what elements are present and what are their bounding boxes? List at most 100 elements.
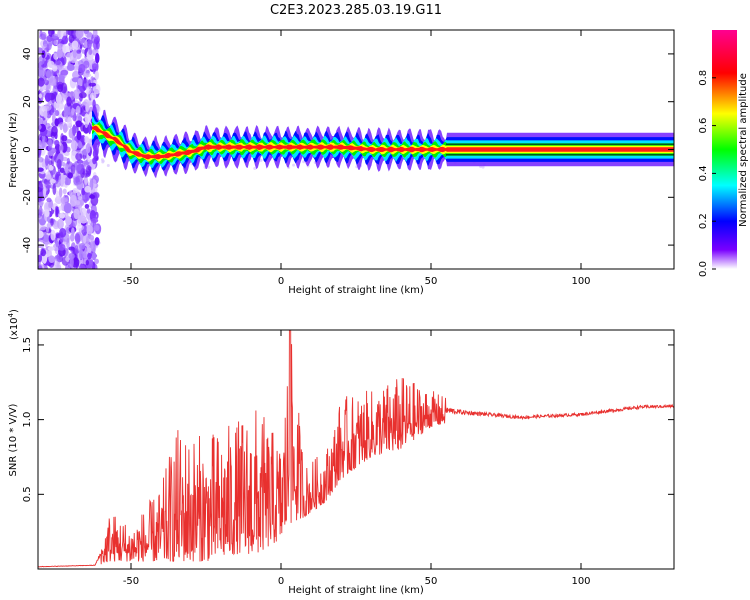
snr-panel: -50 0 50 100 0.5 1.0 1.5 Height of straight l… (7, 309, 675, 596)
hot-spot (149, 155, 157, 159)
noise-blob (71, 40, 79, 49)
snr-y-ticks: 0.5 1.0 1.5 (22, 337, 674, 502)
noise-blob (59, 228, 67, 238)
noise-blob (76, 224, 84, 231)
noise-blob (79, 199, 84, 206)
noise-blob (68, 34, 75, 44)
noise-blob (85, 103, 90, 113)
noise-blob (51, 155, 55, 167)
faint-blob (259, 158, 263, 162)
noise-blob (88, 122, 92, 135)
colorbar-tick-label: 0.6 (698, 118, 709, 134)
noise-blob (79, 91, 87, 99)
faint-blob (292, 163, 296, 167)
noise-blob (61, 135, 68, 142)
snr-scale-factor: (x104) (7, 309, 20, 340)
noise-blob (44, 209, 50, 218)
hot-spot (299, 145, 305, 149)
spectral-band-layer (92, 121, 674, 165)
noise-blob (38, 77, 45, 87)
noise-blob (80, 37, 86, 45)
y-tick-label: 0.5 (22, 486, 33, 502)
noise-blob (78, 242, 86, 250)
noise-blob (81, 187, 86, 196)
x-tick-label: 100 (571, 276, 590, 287)
noise-blob (55, 190, 60, 200)
noise-blob (87, 252, 92, 260)
noise-blob (55, 93, 63, 105)
noise-blob (54, 205, 58, 218)
spectral-band-layer (92, 125, 674, 160)
noise-blob (38, 190, 43, 199)
noise-blob (75, 105, 81, 114)
noise-blob (79, 218, 88, 224)
noise-blob (94, 258, 99, 265)
noise-blob (47, 60, 55, 68)
colorbar: 0.0 0.2 0.4 0.6 0.8 Normalized spectral ampl… (698, 30, 749, 277)
colorbar-gradient (712, 30, 737, 269)
noise-blob (44, 154, 49, 166)
y-tick-label: -40 (22, 237, 33, 253)
noise-blob (64, 165, 69, 174)
noise-blob (84, 189, 91, 202)
hot-spot (397, 147, 406, 152)
spectrogram-x-axis-label: Height of straight line (km) (288, 285, 424, 296)
noise-blob (71, 77, 80, 83)
hot-spot (169, 153, 175, 157)
noise-blob (76, 159, 84, 164)
noise-blob (51, 125, 58, 137)
noise-blob (43, 186, 47, 198)
noise-blob (38, 255, 43, 263)
noise-blob (75, 30, 84, 39)
noise-blob (38, 201, 44, 208)
hot-spot (331, 145, 342, 149)
noise-blob (59, 122, 67, 127)
noise-blob (86, 165, 92, 176)
noise-blob (94, 237, 100, 246)
colorbar-ticks: 0.0 0.2 0.4 0.6 0.8 (698, 70, 716, 277)
noise-blob (42, 234, 50, 242)
scale-suffix: ) (9, 309, 20, 313)
noise-blob (94, 224, 100, 232)
spectrogram-heatmap (38, 30, 674, 269)
noise-blob (82, 123, 90, 134)
noise-blob (92, 149, 98, 158)
noise-blob (41, 140, 46, 149)
colorbar-tick-label: 0.8 (698, 70, 709, 86)
noise-blob (85, 143, 91, 154)
colorbar-tick-label: 0.2 (698, 213, 709, 229)
noise-blob (43, 110, 48, 119)
hot-spot (134, 152, 140, 156)
noise-blob (91, 251, 97, 261)
noise-blob (87, 39, 92, 50)
noise-blob (44, 92, 51, 103)
noise-blob (54, 110, 60, 117)
noise-blob (48, 150, 54, 156)
faint-blob (253, 166, 257, 170)
noise-blob (90, 203, 97, 216)
noise-blob (54, 118, 59, 127)
y-tick-label: 1.5 (22, 337, 33, 353)
noise-blob (89, 240, 94, 250)
noise-blob (76, 181, 84, 190)
noise-blob (87, 247, 92, 254)
spectrogram-panel: -50 0 50 100 40 20 0 -20 -40 Height of straight… (8, 29, 675, 296)
noise-blob (59, 143, 64, 154)
hot-spot (236, 145, 245, 149)
noise-blob (58, 187, 63, 198)
noise-blob (38, 93, 42, 99)
noise-blob (89, 194, 96, 199)
faint-blob (106, 164, 110, 168)
noise-blob (51, 33, 59, 39)
hot-spot (307, 145, 313, 149)
noise-blob (84, 177, 88, 186)
hot-spot (281, 145, 290, 149)
noise-blob (70, 140, 78, 151)
noise-blob (83, 30, 90, 35)
hot-spot (209, 145, 220, 149)
noise-blob (75, 152, 83, 161)
noise-blob (78, 264, 86, 269)
noise-blob (45, 174, 52, 180)
y-tick-label: -20 (22, 189, 33, 205)
noise-blob (42, 68, 46, 76)
